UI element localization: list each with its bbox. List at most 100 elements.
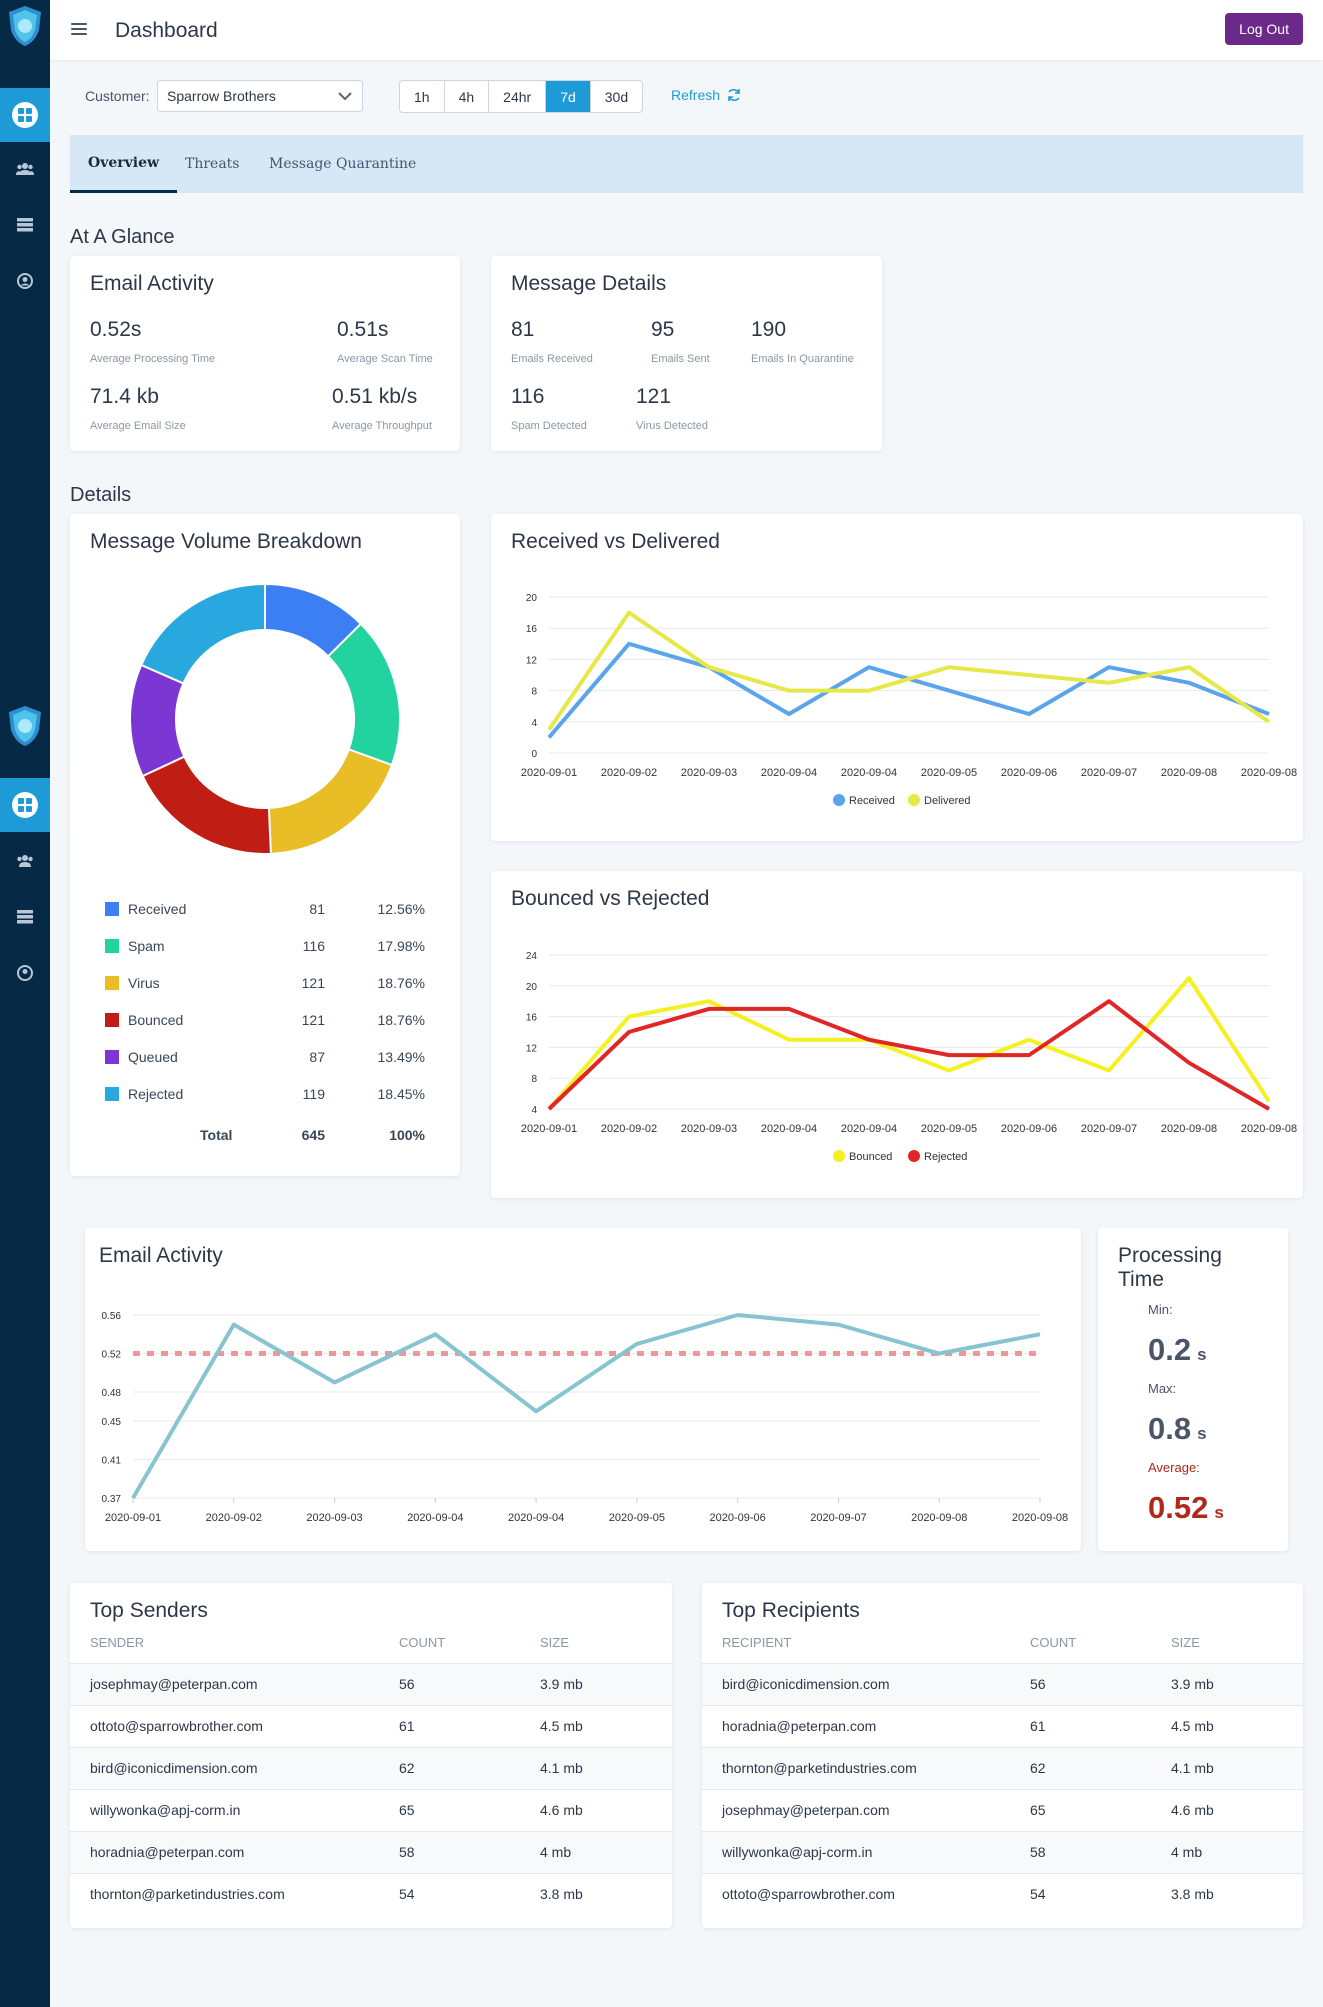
table-row[interactable]: bird@iconicdimension.com 56 3.9 mb xyxy=(702,1663,1303,1705)
legend-percent: 12.56% xyxy=(377,901,425,917)
card-title: Message Details xyxy=(511,272,667,295)
dashboard-icon xyxy=(12,102,38,128)
x-tick-label: 2020-09-03 xyxy=(681,1123,737,1135)
email-cell: willywonka@apj-corm.in xyxy=(722,1844,873,1860)
sidebar-item-account[interactable] xyxy=(0,946,50,1000)
sidebar-item-dashboard[interactable] xyxy=(0,88,50,142)
range-button-24hr[interactable]: 24hr xyxy=(489,81,547,112)
size-cell: 3.8 mb xyxy=(540,1886,583,1902)
volume-total-row: Total 645 100% xyxy=(105,1126,425,1146)
table-row[interactable]: thornton@parketindustries.com 62 4.1 mb xyxy=(702,1747,1303,1789)
legend-swatch xyxy=(105,1013,119,1027)
legend-row: Bounced 121 18.76% xyxy=(105,1011,425,1031)
donut-slice-bounced[interactable] xyxy=(141,755,272,855)
y-tick-label: 0.37 xyxy=(102,1494,122,1505)
y-tick-label: 0.41 xyxy=(102,1455,122,1466)
sidebar-item-servers[interactable] xyxy=(0,890,50,944)
legend-swatch xyxy=(105,1050,119,1064)
card-title: Processing Time xyxy=(1118,1244,1222,1291)
shield-logo-icon[interactable] xyxy=(4,703,46,749)
email-activity-chart: 0.37 0.41 0.45 0.48 0.52 0.56 2020-09-01 2020-0… xyxy=(102,1311,1069,1524)
processing-max-value: 0.8 s xyxy=(1148,1411,1207,1446)
bounced-rejected-card: Bounced vs Rejected 4 8 12 16 20 24 2020-09-01… xyxy=(491,871,1303,1198)
legend-swatch xyxy=(105,976,119,990)
email-cell: thornton@parketindustries.com xyxy=(90,1886,285,1902)
size-cell: 3.9 mb xyxy=(540,1676,583,1692)
donut-slice-queued[interactable] xyxy=(129,663,186,778)
range-button-7d[interactable]: 7d xyxy=(546,81,591,112)
sidebar-item-account[interactable] xyxy=(0,254,50,308)
count-cell: 61 xyxy=(1030,1718,1046,1734)
size-cell: 4 mb xyxy=(1171,1844,1203,1860)
count-cell: 54 xyxy=(1030,1886,1046,1902)
bounced-rejected-chart: 4 8 12 16 20 24 2020-09-01 2020-09-02 2020-09-03… xyxy=(521,951,1297,1163)
avg-processing-time-value: 0.52s xyxy=(90,318,142,341)
range-button-4h[interactable]: 4h xyxy=(445,81,490,112)
spam-detected-label: Spam Detected xyxy=(511,420,587,432)
legend-label: Delivered xyxy=(924,795,970,807)
shield-logo-icon[interactable] xyxy=(4,3,46,49)
legend-percent: 18.76% xyxy=(377,1012,425,1028)
table-row[interactable]: horadnia@peterpan.com 61 4.5 mb xyxy=(702,1705,1303,1747)
range-button-1h[interactable]: 1h xyxy=(400,81,445,112)
customer-select[interactable]: Sparrow Brothers xyxy=(157,80,363,112)
table-row[interactable]: bird@iconicdimension.com 62 4.1 mb xyxy=(70,1747,672,1789)
x-tick-label: 2020-09-02 xyxy=(206,1512,262,1524)
series-line-rejected[interactable] xyxy=(547,999,1271,1111)
email-cell: horadnia@peterpan.com xyxy=(722,1718,877,1734)
legend-label: Received xyxy=(849,795,895,807)
table-row[interactable]: willywonka@apj-corm.in 58 4 mb xyxy=(702,1831,1303,1873)
y-tick-label: 0 xyxy=(531,749,537,760)
volume-total-label: Total xyxy=(200,1127,233,1143)
message-volume-card: Message Volume Breakdown Received 81 12.56… xyxy=(70,514,460,1176)
table-row[interactable]: ottoto@sparrowbrother.com 54 3.8 mb xyxy=(702,1873,1303,1915)
card-title: Bounced vs Rejected xyxy=(511,887,710,910)
donut-slice-virus[interactable] xyxy=(267,748,394,855)
table-row[interactable]: josephmay@peterpan.com 56 3.9 mb xyxy=(70,1663,672,1705)
donut-slice-rejected[interactable] xyxy=(139,582,266,685)
tab-message-quarantine[interactable]: Message Quarantine xyxy=(269,156,417,172)
legend-label: Rejected xyxy=(128,1086,184,1102)
count-cell: 65 xyxy=(399,1802,415,1818)
count-cell: 56 xyxy=(1030,1676,1046,1692)
sidebar-item-dashboard[interactable] xyxy=(0,778,50,832)
range-button-30d[interactable]: 30d xyxy=(604,88,629,105)
x-tick-label: 2020-09-06 xyxy=(1001,767,1057,779)
series-line-0[interactable] xyxy=(131,1313,1041,1500)
y-tick-label: 12 xyxy=(526,655,538,666)
logout-button[interactable]: Log Out xyxy=(1225,13,1303,45)
size-cell: 4.5 mb xyxy=(540,1718,583,1734)
table-row[interactable]: josephmay@peterpan.com 65 4.6 mb xyxy=(702,1789,1303,1831)
sidebar-item-servers[interactable] xyxy=(0,198,50,252)
table-row[interactable]: willywonka@apj-corm.in 65 4.6 mb xyxy=(70,1789,672,1831)
received-delivered-card: Received vs Delivered 0 4 8 12 16 20 2020-09-0… xyxy=(491,514,1303,841)
table-row[interactable]: ottoto@sparrowbrother.com 61 4.5 mb xyxy=(70,1705,672,1747)
tab-overview[interactable]: Overview xyxy=(70,135,178,193)
legend-row: Spam 116 17.98% xyxy=(105,937,425,957)
table-row[interactable]: thornton@parketindustries.com 54 3.8 mb xyxy=(70,1873,672,1915)
tab-bar: Overview Threats Message Quarantine xyxy=(70,135,1303,193)
email-cell: bird@iconicdimension.com xyxy=(90,1760,258,1776)
donut-slice-spam[interactable] xyxy=(326,622,401,767)
sidebar-item-users[interactable] xyxy=(0,834,50,888)
spam-detected-value: 116 xyxy=(511,385,545,408)
series-line-bounced[interactable] xyxy=(547,976,1271,1111)
series-line-delivered[interactable] xyxy=(547,610,1271,731)
refresh-label: Refresh xyxy=(671,87,721,103)
legend-label: Virus xyxy=(128,975,160,991)
x-tick-label: 2020-09-08 xyxy=(1241,767,1297,779)
email-cell: josephmay@peterpan.com xyxy=(722,1802,890,1818)
refresh-button[interactable]: Refresh xyxy=(671,87,742,103)
email-cell: willywonka@apj-corm.in xyxy=(90,1802,241,1818)
table-row[interactable]: horadnia@peterpan.com 58 4 mb xyxy=(70,1831,672,1873)
size-cell: 4.6 mb xyxy=(1171,1802,1214,1818)
legend-count: 119 xyxy=(302,1086,325,1102)
legend-dot xyxy=(833,1150,845,1162)
section-title-details: Details xyxy=(70,484,132,506)
legend-count: 87 xyxy=(309,1049,325,1065)
sidebar-item-users[interactable] xyxy=(0,142,50,196)
legend-row: Rejected 119 18.45% xyxy=(105,1085,425,1105)
y-tick-label: 20 xyxy=(526,982,538,993)
tab-threats[interactable]: Threats xyxy=(185,156,240,172)
hamburger-menu-icon[interactable] xyxy=(71,23,87,35)
